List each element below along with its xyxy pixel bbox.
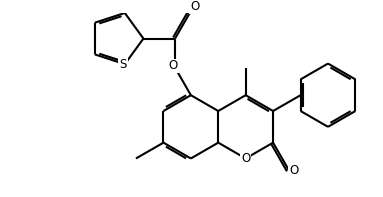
Text: O: O	[289, 164, 298, 177]
Text: O: O	[190, 0, 200, 13]
Text: O: O	[241, 152, 250, 165]
Text: O: O	[169, 59, 178, 72]
Text: S: S	[119, 58, 127, 71]
